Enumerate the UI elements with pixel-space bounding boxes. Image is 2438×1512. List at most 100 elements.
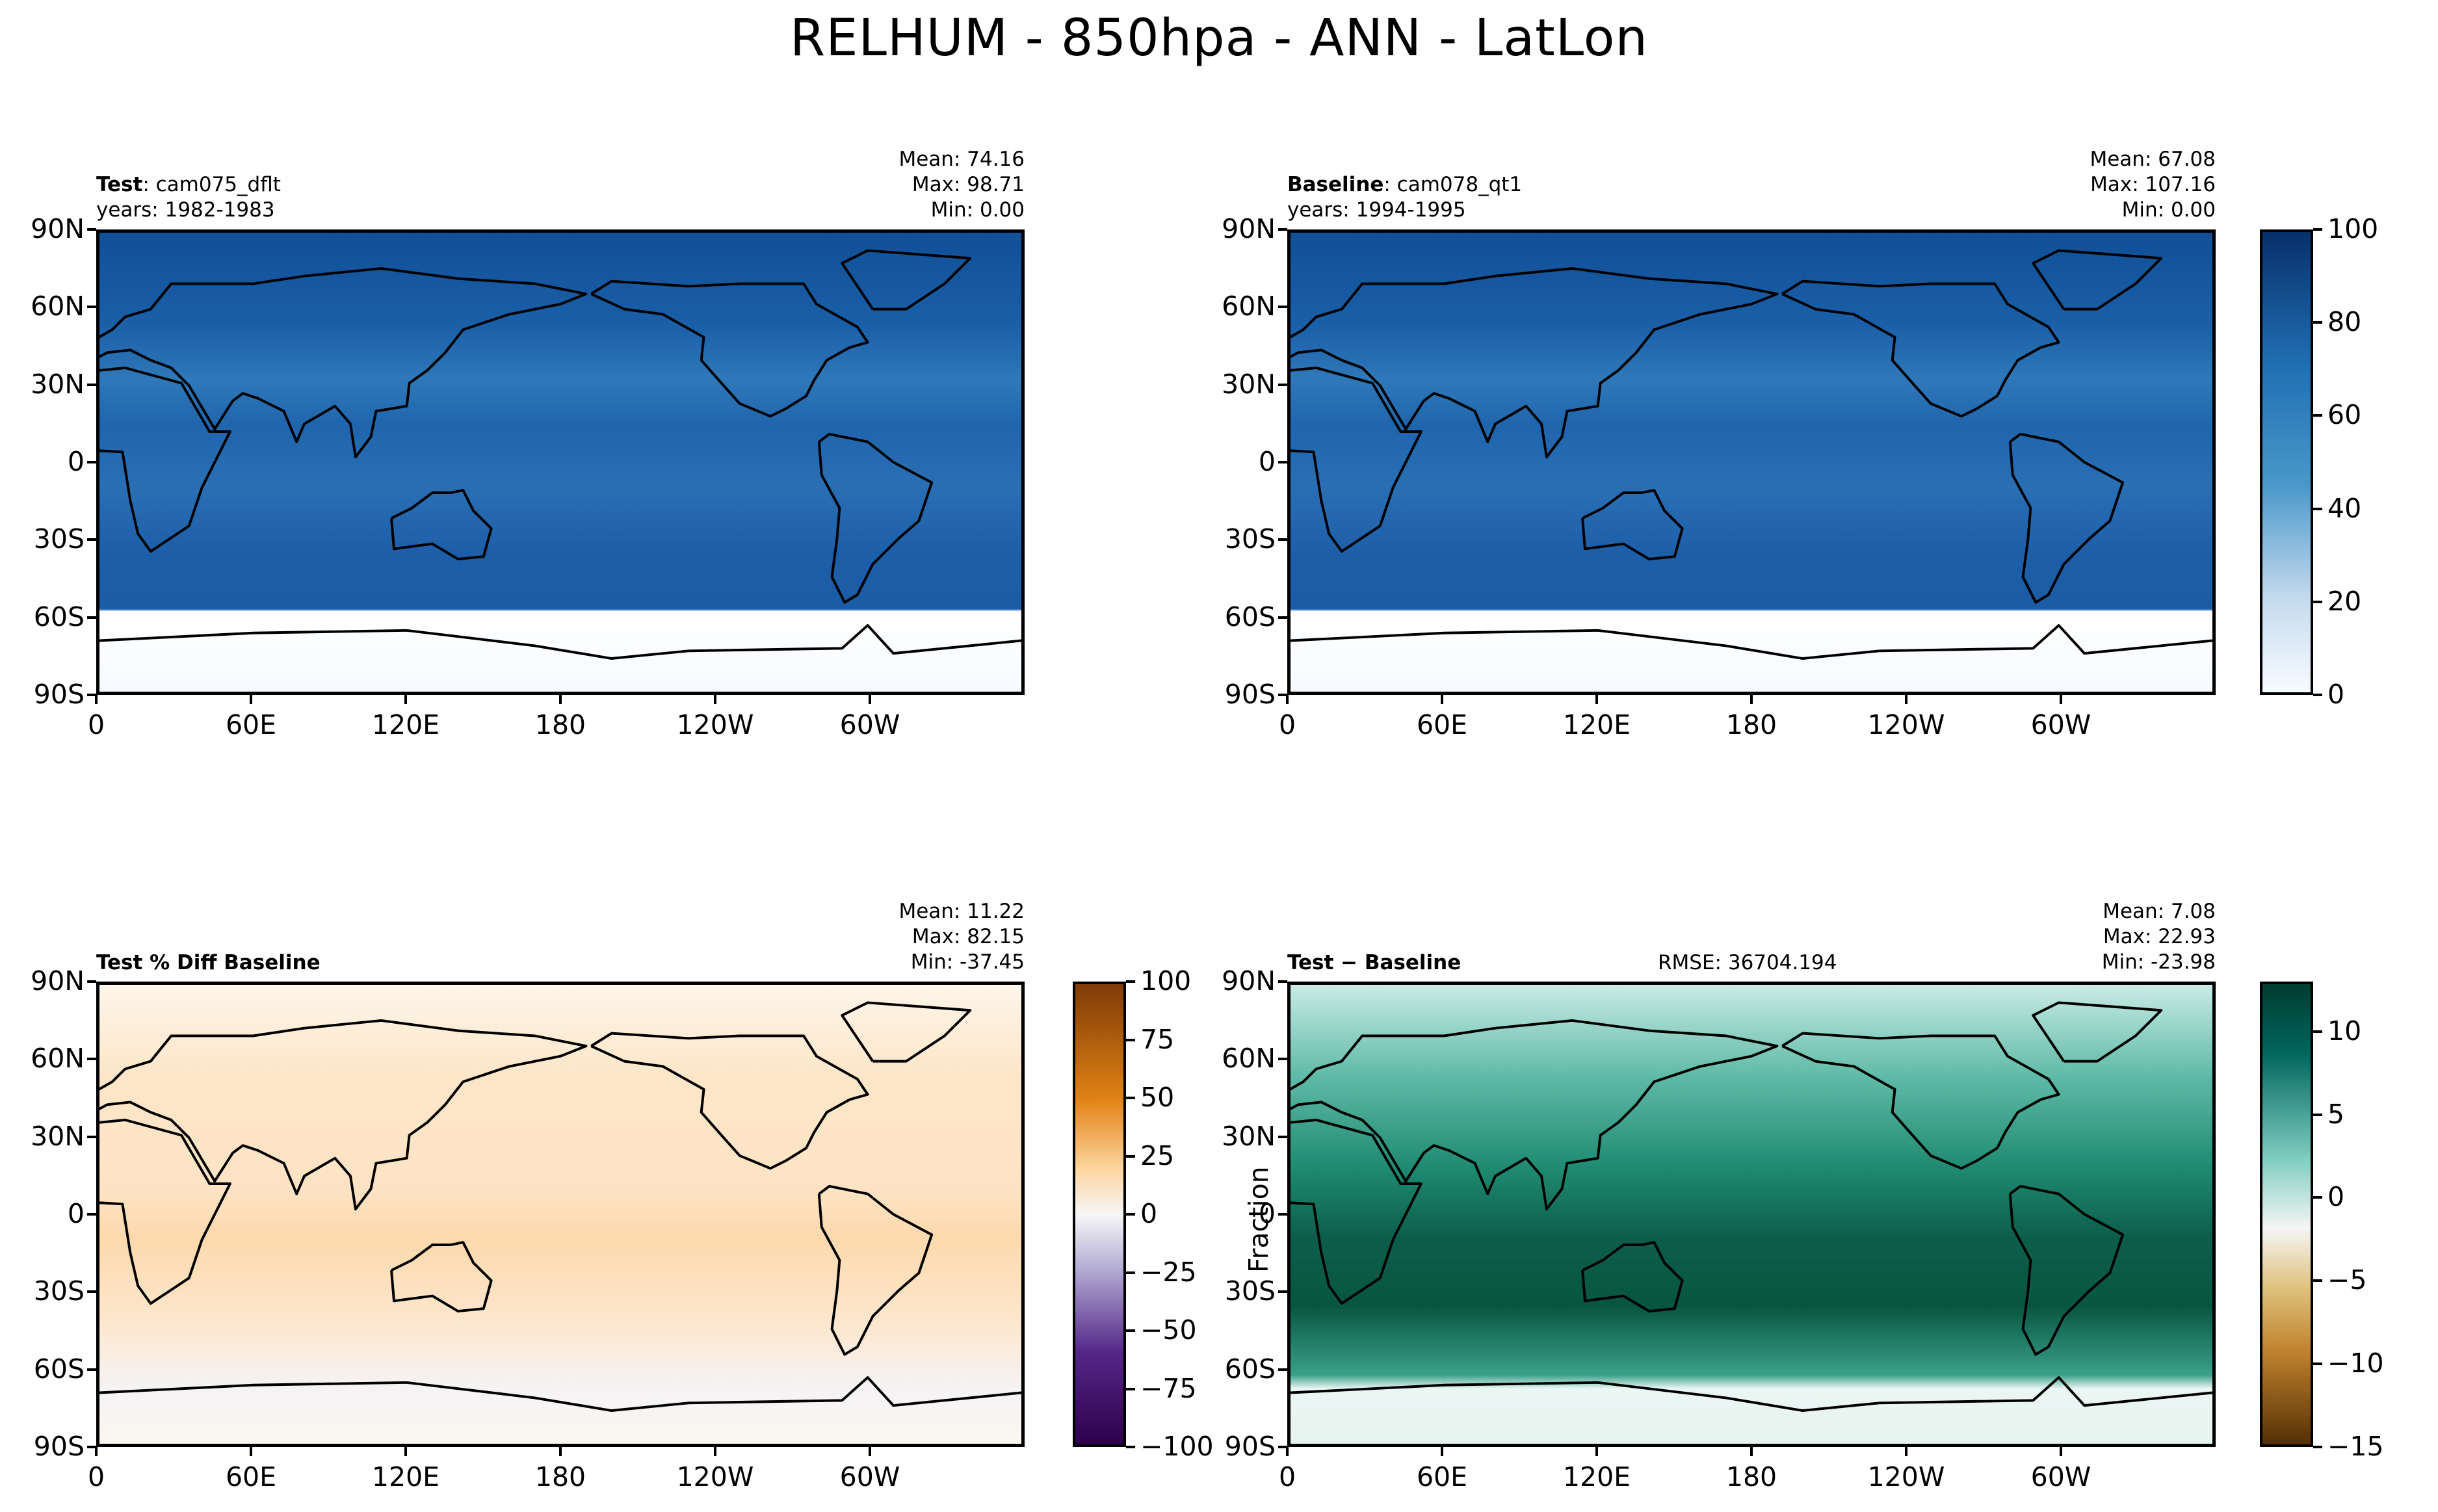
coastline-5 [841,1001,972,1063]
pct_diff-ytick-mark-0 [87,980,96,983]
test-xtick-mark-3 [559,695,562,704]
abs_diff-xtick-mark-1 [1441,1447,1443,1456]
baseline-cbar-tick-3: 40 [2327,492,2362,524]
pct_diff-cbar-tick-mark-7 [1126,1387,1135,1390]
pct_diff-cbar-tick-mark-1 [1126,1038,1135,1041]
baseline-xtick-mark-3 [1750,695,1753,704]
test-xtick-3: 180 [534,709,586,740]
baseline-ytick-6: 90S [1224,679,1276,710]
baseline-stat-2: Min: 0.00 [2121,198,2216,222]
baseline-years: years: 1994-1995 [1287,198,1466,222]
abs_diff-cbar-tick-1: 5 [2327,1098,2345,1130]
coastline-5 [841,249,972,311]
abs_diff-cbar-tick-4: −10 [2327,1348,2384,1379]
test-ytick-mark-4 [87,538,96,541]
test-xtick-4: 120W [676,709,754,740]
coastline-1 [99,267,588,459]
coastlines [1291,1001,2212,1412]
baseline-ytick-mark-6 [1278,694,1287,696]
baseline-stat-0: Mean: 67.08 [2090,148,2216,171]
pct_diff-cbar-tick-7: −75 [1140,1372,1197,1404]
abs_diff-ytick-1: 60N [1222,1043,1276,1075]
test-ytick-1: 60N [31,291,85,322]
test-title-case: : cam075_dflt [142,173,281,196]
pct_diff-title-bold: Test % Diff Baseline [96,951,321,974]
baseline-ytick-3: 0 [1258,446,1276,477]
abs_diff-xtick-2: 120E [1562,1461,1631,1492]
coastline-3 [590,1032,869,1170]
coastline-4 [817,1184,934,1356]
abs_diff-rmse: RMSE: 36704.194 [1658,951,1837,974]
pct_diff-xtick-5: 60W [839,1461,900,1492]
test-xtick-mark-4 [714,695,716,704]
baseline-xtick-3: 180 [1725,709,1777,740]
baseline-cbar-tick-2: 60 [2327,399,2362,431]
abs_diff-ytick-5: 60S [1224,1353,1276,1385]
abs_diff-cbar-tick-mark-3 [2313,1279,2322,1283]
pct_diff-ytick-1: 60N [31,1043,85,1075]
test-xtick-mark-2 [404,695,407,704]
abs_diff-xtick-0: 0 [1278,1461,1296,1492]
baseline-xtick-4: 120W [1867,709,1945,740]
pct_diff-xtick-mark-0 [95,1447,98,1456]
coastline-6 [99,1376,1021,1412]
pct_diff-stats: Mean: 11.22 Max: 82.15 Min: -37.45 [898,899,1025,975]
abs_diff-ytick-0: 90N [1222,965,1276,997]
test-xtick-0: 0 [87,709,105,740]
coastline-5 [2032,1001,2163,1063]
baseline-xtick-mark-4 [1905,695,1907,704]
pct_diff-cbar-tick-6: −50 [1140,1314,1197,1346]
abs_diff-cbar-tick-mark-2 [2313,1196,2322,1199]
coastline-3 [590,280,869,418]
baseline-ytick-mark-4 [1278,538,1287,541]
test-stat-2: Min: 0.00 [930,198,1025,222]
pct_diff-ytick-mark-1 [87,1058,96,1061]
baseline-xtick-0: 0 [1278,709,1296,740]
baseline-ytick-mark-3 [1278,461,1287,463]
pct_diff-ytick-mark-5 [87,1368,96,1371]
baseline-ytick-1: 60N [1222,291,1276,322]
pct_diff-ytick-5: 60S [33,1353,85,1385]
baseline-cbar-tick-mark-1 [2313,321,2322,324]
baseline-title-case: : cam078_qt1 [1383,173,1523,196]
abs_diff-ytick-mark-6 [1278,1446,1287,1448]
abs_diff-stat-2: Min: -23.98 [2101,950,2216,974]
baseline-cbar-tick-mark-3 [2313,507,2322,510]
baseline-map [1287,229,2216,695]
abs_diff-ytick-mark-3 [1278,1213,1287,1216]
coastline-4 [2008,1184,2125,1356]
coastline-6 [1291,1376,2212,1412]
pct_diff-xtick-0: 0 [87,1461,105,1492]
pct_diff-xtick-4: 120W [676,1461,754,1492]
baseline-cbar-tick-mark-0 [2313,228,2322,231]
abs_diff-cbar-tick-0: 10 [2327,1015,2362,1047]
test-xtick-1: 60E [225,709,277,740]
test-ytick-3: 0 [67,446,85,477]
abs_diff-ytick-3: 0 [1258,1198,1276,1229]
baseline-ytick-4: 30S [1224,523,1276,555]
pct_diff-cbar-tick-3: 25 [1140,1140,1175,1171]
test-ytick-mark-0 [87,228,96,231]
abs_diff-cbar-tick-mark-1 [2313,1113,2322,1116]
test-ytick-2: 30N [31,368,85,400]
pct_diff-cbar-tick-0: 100 [1140,965,1192,997]
figure-title: RELHUM - 850hpa - ANN - LatLon [790,9,1648,68]
pct_diff-cbar-tick-8: −100 [1140,1431,1214,1462]
pct_diff-xtick-3: 180 [534,1461,586,1492]
coastline-0 [1291,1118,1422,1305]
pct_diff-ytick-mark-4 [87,1290,96,1294]
baseline-colorbar [2260,229,2313,695]
baseline-cbar-tick-1: 80 [2327,306,2362,338]
abs_diff-colorbar [2260,982,2313,1447]
coastline-5 [2032,249,2163,311]
test-ytick-mark-6 [87,694,96,696]
coastline-2 [1581,489,1684,561]
pct_diff-cbar-tick-mark-3 [1126,1154,1135,1158]
coastline-1 [99,1019,588,1211]
test-ytick-mark-3 [87,461,96,463]
test-ytick-5: 60S [33,601,85,632]
pct_diff-ytick-mark-2 [87,1135,96,1138]
test-ytick-4: 30S [33,523,85,555]
pct_diff-ytick-0: 90N [31,965,85,997]
coastline-0 [1291,366,1422,553]
